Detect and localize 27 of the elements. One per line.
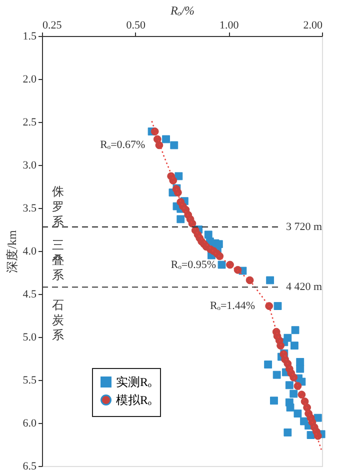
legend-label: 模拟Rₒ: [116, 393, 152, 407]
x-tick-label: 1.00: [220, 20, 240, 32]
y-tick-label: 3.0: [22, 160, 37, 172]
annotation: Rₒ=1.44%: [210, 300, 256, 312]
x-axis-title: Rₒ/%: [169, 4, 195, 18]
annotation: Rₒ=0.95%: [170, 258, 216, 271]
y-tick-label: 2.5: [22, 116, 37, 128]
y-tick-label: 6.0: [22, 418, 37, 430]
ref-line-label: 4 420 m: [286, 281, 322, 294]
y-tick-label: 2.0: [22, 74, 37, 86]
annotation: 侏罗系: [52, 184, 64, 228]
y-tick-label: 5.0: [22, 332, 37, 344]
y-tick-label: 4.0: [22, 246, 37, 258]
legend-label: 实测Rₒ: [116, 375, 152, 389]
y-tick-label: 5.5: [22, 374, 37, 386]
x-tick-label: 0.25: [42, 20, 62, 32]
x-tick-label: 2.00: [303, 20, 323, 32]
y-tick-label: 6.5: [22, 460, 37, 472]
y-axis-title: 深度/km: [4, 230, 19, 273]
annotation: Rₒ=0.67%: [100, 139, 146, 152]
y-tick-label: 4.5: [22, 288, 37, 300]
annotation: 石炭系: [52, 298, 64, 342]
ref-line-label: 3 720 m: [286, 220, 322, 233]
annotation: 三叠系: [52, 238, 64, 282]
y-tick-label: 3.5: [22, 202, 37, 214]
x-tick-label: 0.50: [126, 20, 146, 32]
y-tick-label: 1.5: [22, 30, 37, 42]
